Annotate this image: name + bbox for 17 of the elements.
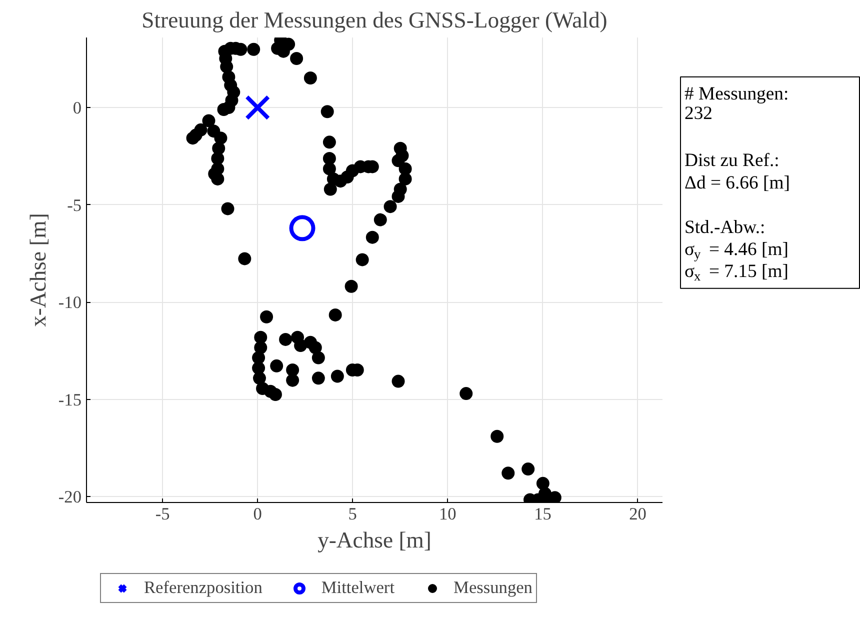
legend-label: Mittelwert xyxy=(321,578,395,598)
y-tick-label: -5 xyxy=(67,196,82,215)
x-tick-label: 15 xyxy=(534,504,552,524)
x-tick-label: -5 xyxy=(155,504,170,524)
x-tick-label: 5 xyxy=(348,504,357,524)
legend-label: Messungen xyxy=(454,578,532,598)
y-tick-label: -10 xyxy=(58,293,82,312)
y-tick-label: -20 xyxy=(58,488,82,507)
x-tick-label: 20 xyxy=(629,504,646,524)
chart-title: Streuung der Messungen des GNSS-Logger (Wald) xyxy=(142,8,608,32)
x-axis-title: y-Achse [m] xyxy=(318,528,432,552)
x-tick-label: 0 xyxy=(253,504,262,524)
y-tick-label: -15 xyxy=(58,390,82,410)
x-tick-label: 10 xyxy=(439,504,456,524)
legend-label: Referenzposition xyxy=(144,578,262,598)
y-axis-title: x-Achse [m] xyxy=(25,213,50,327)
y-tick-label: 0 xyxy=(72,98,82,118)
